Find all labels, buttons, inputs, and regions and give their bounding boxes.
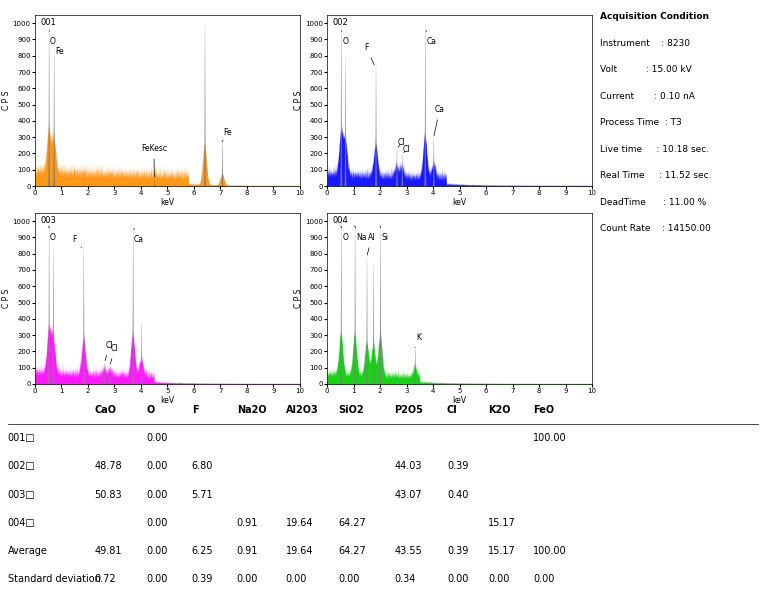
Text: 6.25: 6.25 bbox=[192, 546, 214, 556]
Text: F: F bbox=[72, 235, 81, 248]
Text: Cl: Cl bbox=[403, 145, 410, 154]
Text: 15.17: 15.17 bbox=[488, 546, 516, 556]
Text: 0.00: 0.00 bbox=[146, 546, 168, 556]
Text: O: O bbox=[50, 31, 56, 46]
Text: 003: 003 bbox=[40, 217, 56, 226]
Text: K2O: K2O bbox=[488, 405, 511, 415]
Text: Ca: Ca bbox=[134, 229, 144, 244]
Text: 100.00: 100.00 bbox=[533, 546, 567, 556]
Text: 0.39: 0.39 bbox=[447, 461, 468, 472]
Text: DeadTime      : 11.00 %: DeadTime : 11.00 % bbox=[600, 197, 706, 206]
X-axis label: keV: keV bbox=[453, 395, 467, 404]
Text: Al2O3: Al2O3 bbox=[286, 405, 318, 415]
Text: Al: Al bbox=[367, 233, 375, 255]
Text: 003□: 003□ bbox=[8, 490, 36, 500]
Text: 0.91: 0.91 bbox=[237, 518, 258, 527]
Text: 19.64: 19.64 bbox=[286, 518, 313, 527]
Text: 001□: 001□ bbox=[8, 433, 36, 443]
Text: 0.00: 0.00 bbox=[237, 574, 258, 584]
Text: Acquisition Condition: Acquisition Condition bbox=[600, 12, 709, 21]
Text: Real Time     : 11.52 sec.: Real Time : 11.52 sec. bbox=[600, 171, 711, 180]
Text: Ca: Ca bbox=[426, 31, 437, 46]
Text: Volt          : 15.00 kV: Volt : 15.00 kV bbox=[600, 65, 692, 74]
Text: 0.00: 0.00 bbox=[146, 461, 168, 472]
Text: 001: 001 bbox=[40, 19, 56, 28]
Y-axis label: C P S: C P S bbox=[294, 91, 303, 110]
Text: F: F bbox=[364, 43, 375, 65]
Text: O: O bbox=[341, 31, 348, 46]
Text: Fe: Fe bbox=[222, 128, 232, 142]
Text: 0.00: 0.00 bbox=[488, 574, 509, 584]
Text: Cl: Cl bbox=[111, 344, 118, 364]
Text: 0.39: 0.39 bbox=[192, 574, 213, 584]
Text: 43.07: 43.07 bbox=[395, 490, 422, 500]
Y-axis label: C P S: C P S bbox=[2, 91, 12, 110]
Text: Si: Si bbox=[380, 226, 389, 242]
Text: 004: 004 bbox=[332, 217, 348, 226]
Text: 50.83: 50.83 bbox=[94, 490, 122, 500]
Text: FeKesc: FeKesc bbox=[141, 145, 167, 177]
Text: 44.03: 44.03 bbox=[395, 461, 422, 472]
Text: 0.00: 0.00 bbox=[146, 433, 168, 443]
Text: Cl: Cl bbox=[105, 341, 113, 361]
Text: 64.27: 64.27 bbox=[338, 518, 366, 527]
Text: 0.91: 0.91 bbox=[237, 546, 258, 556]
Text: 0.00: 0.00 bbox=[146, 574, 168, 584]
X-axis label: keV: keV bbox=[160, 395, 174, 404]
Text: 0.39: 0.39 bbox=[447, 546, 468, 556]
Text: 43.55: 43.55 bbox=[395, 546, 422, 556]
Text: CaO: CaO bbox=[94, 405, 116, 415]
Text: Fe: Fe bbox=[55, 47, 63, 56]
Text: K: K bbox=[415, 332, 421, 347]
Text: 002: 002 bbox=[332, 19, 348, 28]
Text: Current       : 0.10 nA: Current : 0.10 nA bbox=[600, 92, 695, 101]
Text: FeO: FeO bbox=[533, 405, 554, 415]
Text: Average: Average bbox=[8, 546, 48, 556]
Text: Ca: Ca bbox=[434, 106, 444, 136]
Text: Process Time  : T3: Process Time : T3 bbox=[600, 118, 682, 127]
Text: O: O bbox=[146, 405, 155, 415]
Text: Na2O: Na2O bbox=[237, 405, 266, 415]
Text: 6.80: 6.80 bbox=[192, 461, 213, 472]
Text: 5.71: 5.71 bbox=[192, 490, 214, 500]
Text: Count Rate    : 14150.00: Count Rate : 14150.00 bbox=[600, 224, 711, 233]
Text: 0.72: 0.72 bbox=[94, 574, 115, 584]
Text: 0.00: 0.00 bbox=[146, 490, 168, 500]
Text: 100.00: 100.00 bbox=[533, 433, 567, 443]
Text: 15.17: 15.17 bbox=[488, 518, 516, 527]
Text: 0.00: 0.00 bbox=[286, 574, 307, 584]
Text: 64.27: 64.27 bbox=[338, 546, 366, 556]
Text: Cl: Cl bbox=[398, 138, 406, 148]
Text: 0.34: 0.34 bbox=[395, 574, 416, 584]
Text: 48.78: 48.78 bbox=[94, 461, 122, 472]
Text: O: O bbox=[341, 226, 348, 242]
Text: 002□: 002□ bbox=[8, 461, 36, 472]
Text: 0.40: 0.40 bbox=[447, 490, 468, 500]
Text: 49.81: 49.81 bbox=[94, 546, 122, 556]
Text: Live time     : 10.18 sec.: Live time : 10.18 sec. bbox=[600, 145, 709, 154]
X-axis label: keV: keV bbox=[453, 197, 467, 206]
Text: 0.00: 0.00 bbox=[146, 518, 168, 527]
Y-axis label: C P S: C P S bbox=[2, 289, 12, 308]
X-axis label: keV: keV bbox=[160, 197, 174, 206]
Text: F: F bbox=[192, 405, 198, 415]
Text: SiO2: SiO2 bbox=[338, 405, 364, 415]
Text: Instrument    : 8230: Instrument : 8230 bbox=[600, 38, 690, 47]
Text: 0.00: 0.00 bbox=[533, 574, 555, 584]
Y-axis label: C P S: C P S bbox=[294, 289, 303, 308]
Text: 19.64: 19.64 bbox=[286, 546, 313, 556]
Text: O: O bbox=[49, 226, 56, 242]
Text: 004□: 004□ bbox=[8, 518, 36, 527]
Text: P2O5: P2O5 bbox=[395, 405, 423, 415]
Text: 0.00: 0.00 bbox=[447, 574, 468, 584]
Text: Standard deviation: Standard deviation bbox=[8, 574, 101, 584]
Text: Cl: Cl bbox=[447, 405, 457, 415]
Text: Na: Na bbox=[354, 226, 366, 242]
Text: 0.00: 0.00 bbox=[338, 574, 359, 584]
